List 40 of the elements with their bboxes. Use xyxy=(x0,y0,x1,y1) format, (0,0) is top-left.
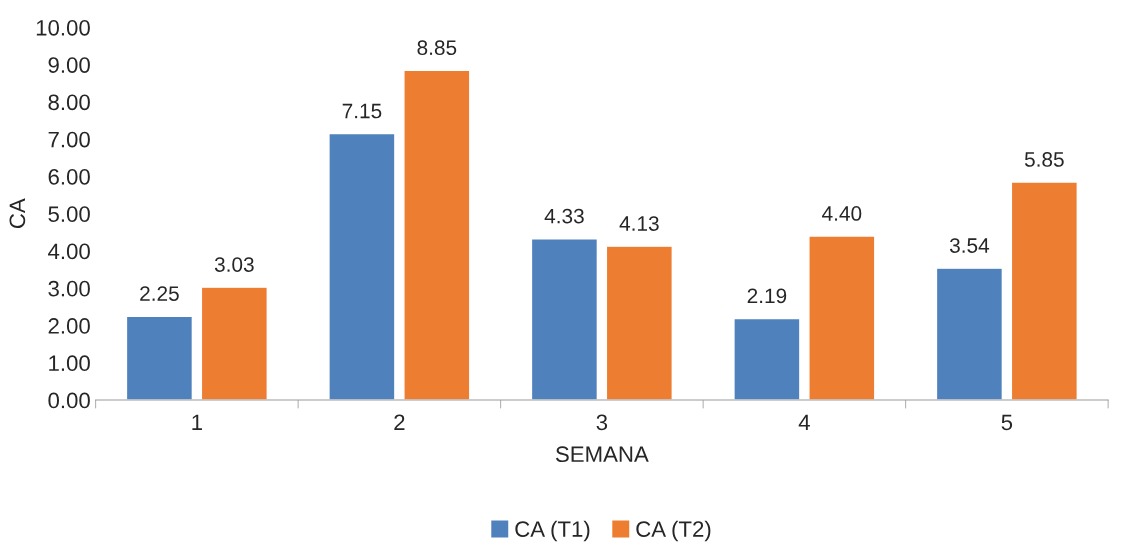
x-tick-label: 4 xyxy=(798,414,810,431)
y-tick-label: 5.00 xyxy=(48,206,90,222)
bar xyxy=(403,69,471,401)
bar xyxy=(200,286,268,401)
bar xyxy=(935,267,1004,401)
y-tick-label: 10.00 xyxy=(36,19,90,36)
x-tick-label: 2 xyxy=(394,414,405,431)
y-tick-label: 7.00 xyxy=(48,131,90,148)
x-axis-title: SEMANA xyxy=(555,446,649,463)
y-tick-label: 6.00 xyxy=(48,168,90,185)
legend-label: CA (T1) xyxy=(515,520,590,542)
data-label: 5.85 xyxy=(1024,152,1064,167)
x-tick-label: 5 xyxy=(1001,414,1013,431)
y-axis-title: CA xyxy=(9,198,26,229)
bar xyxy=(328,132,396,401)
bar xyxy=(808,235,876,401)
data-label: 3.03 xyxy=(214,257,254,272)
data-label: 2.25 xyxy=(140,286,179,301)
data-label: 4.33 xyxy=(544,208,584,224)
bar xyxy=(125,315,194,401)
data-label: 8.85 xyxy=(417,40,457,56)
bar xyxy=(733,317,801,401)
y-tick-label: 9.00 xyxy=(48,57,90,73)
y-tick-label: 2.00 xyxy=(48,318,90,334)
y-tick-label: 0.00 xyxy=(48,392,90,409)
data-label: 2.19 xyxy=(747,288,787,304)
x-tick-label: 3 xyxy=(596,414,608,431)
y-tick-label: 8.00 xyxy=(48,94,90,111)
bar xyxy=(1010,181,1078,401)
legend-label: CA (T2) xyxy=(636,520,711,542)
y-tick-label: 1.00 xyxy=(49,355,90,372)
y-tick-label: 3.00 xyxy=(48,280,90,297)
data-label: 3.54 xyxy=(949,238,990,253)
data-label: 4.40 xyxy=(822,206,862,221)
data-label: 4.13 xyxy=(619,216,659,231)
data-label: 7.15 xyxy=(342,103,382,119)
x-tick-label: 1 xyxy=(192,414,202,431)
bar xyxy=(605,245,673,401)
bar xyxy=(530,237,599,401)
y-tick-label: 4.00 xyxy=(48,243,90,260)
